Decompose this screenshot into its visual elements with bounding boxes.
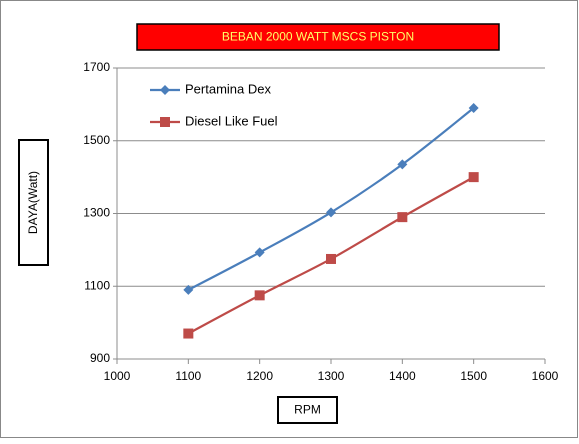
marker xyxy=(183,284,194,295)
x-tick-label: 1300 xyxy=(318,369,345,383)
marker xyxy=(183,328,194,339)
x-tick-label: 1000 xyxy=(104,369,131,383)
marker xyxy=(326,207,336,218)
x-tick-label: 1500 xyxy=(460,369,487,383)
legend-marker xyxy=(160,117,170,127)
chart-title: BEBAN 2000 WATT MSCS PISTON xyxy=(222,30,414,44)
x-tick-label: 1600 xyxy=(532,369,559,383)
x-label-box xyxy=(277,396,338,424)
y-tick-label: 900 xyxy=(90,351,110,365)
marker xyxy=(468,103,479,114)
marker xyxy=(397,212,408,223)
legend-label: Diesel Like Fuel xyxy=(185,113,278,128)
y-axis-label: DAYA(Watt) xyxy=(26,171,40,234)
marker xyxy=(326,253,336,264)
x-tick-label: 1100 xyxy=(175,369,201,383)
marker xyxy=(397,159,408,170)
y-tick-label: 1300 xyxy=(83,206,110,220)
marker xyxy=(468,172,479,183)
x-tick-label: 1400 xyxy=(389,369,416,383)
y-tick-label: 1500 xyxy=(83,133,110,147)
legend-marker xyxy=(160,85,170,95)
y-label-box xyxy=(18,139,49,266)
marker xyxy=(254,247,265,258)
title-box xyxy=(136,23,500,51)
x-axis-label: RPM xyxy=(294,403,321,417)
y-tick-label: 1100 xyxy=(84,278,110,292)
x-tick-label: 1200 xyxy=(246,369,273,383)
legend-label: Pertamina Dex xyxy=(185,81,271,96)
marker xyxy=(254,290,265,301)
y-tick-label: 1700 xyxy=(83,60,110,74)
